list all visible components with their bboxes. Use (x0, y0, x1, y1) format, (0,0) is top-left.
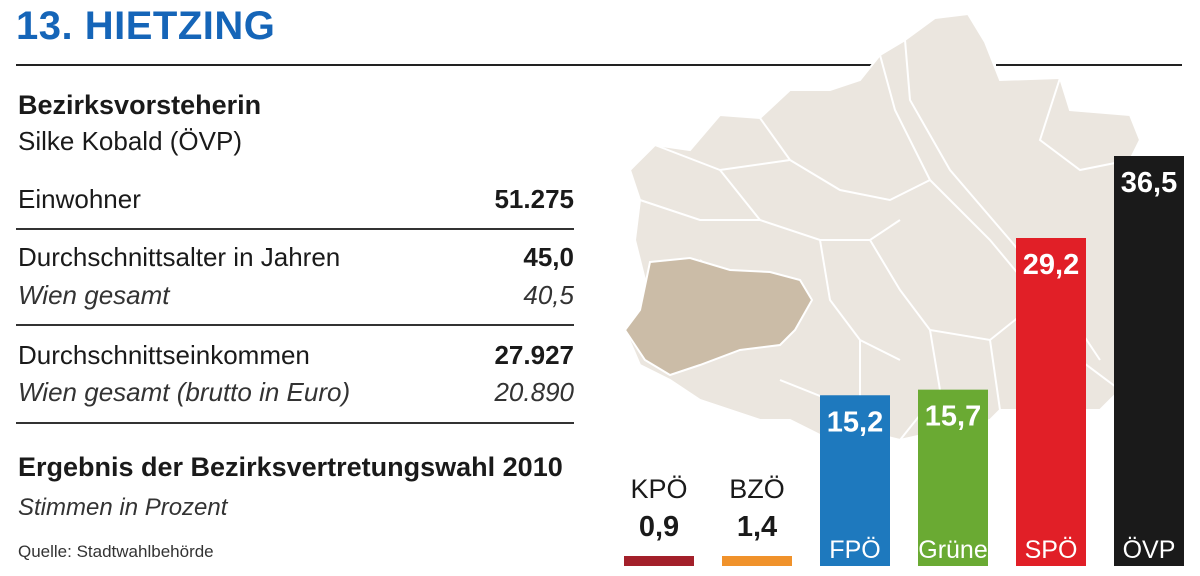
age-vienna-label: Wien gesamt (18, 280, 170, 310)
residents-label: Einwohner (18, 184, 141, 214)
age-label: Durchschnittsalter in Jahren (18, 242, 341, 272)
bar-oevp (1114, 156, 1184, 566)
title-rule-right (996, 64, 1182, 66)
age-vienna-value: 40,5 (523, 280, 574, 310)
income-vienna-value: 20.890 (494, 377, 574, 407)
value-label-spoe: 29,2 (1023, 249, 1079, 281)
income-label: Durchschnittseinkommen (18, 340, 310, 370)
category-label-kpoe: KPÖ (630, 474, 687, 504)
district-borders (639, 39, 1131, 441)
value-label-oevp: 36,5 (1121, 167, 1177, 199)
bar-fpoe (820, 395, 890, 566)
bar-bzoe (722, 556, 792, 566)
row-divider (16, 324, 574, 326)
value-label-bzoe: 1,4 (737, 511, 777, 543)
value-label-gruene: 15,7 (925, 401, 981, 433)
head-name: Silke Kobald (ÖVP) (18, 126, 242, 156)
chart-subtitle: Stimmen in Prozent (18, 494, 228, 521)
income-value: 27.927 (494, 340, 574, 370)
value-label-kpoe: 0,9 (639, 511, 679, 543)
value-label-fpoe: 15,2 (827, 406, 883, 438)
age-value: 45,0 (523, 242, 574, 272)
title-rule-left (16, 64, 886, 66)
bar-gruene (918, 389, 988, 566)
category-label-fpoe: FPÖ (829, 536, 880, 564)
residents-value: 51.275 (494, 184, 574, 214)
row-divider (16, 228, 574, 230)
page-title: 13. HIETZING (16, 4, 276, 48)
source-note: Quelle: Stadtwahlbehörde (18, 542, 214, 561)
row-divider (16, 422, 574, 424)
bar-spoe (1016, 238, 1086, 566)
bar-kpoe (624, 556, 694, 566)
hietzing-district (623, 256, 814, 377)
income-vienna-label: Wien gesamt (brutto in Euro) (18, 377, 351, 407)
category-label-bzoe: BZÖ (729, 474, 785, 504)
chart-title: Ergebnis der Bezirksvertretungswahl 2010 (18, 452, 563, 482)
category-label-spoe: SPÖ (1025, 536, 1078, 564)
head-title: Bezirksvorsteherin (18, 90, 262, 120)
category-label-gruene: Grüne (918, 536, 987, 564)
category-label-oevp: ÖVP (1123, 536, 1176, 564)
